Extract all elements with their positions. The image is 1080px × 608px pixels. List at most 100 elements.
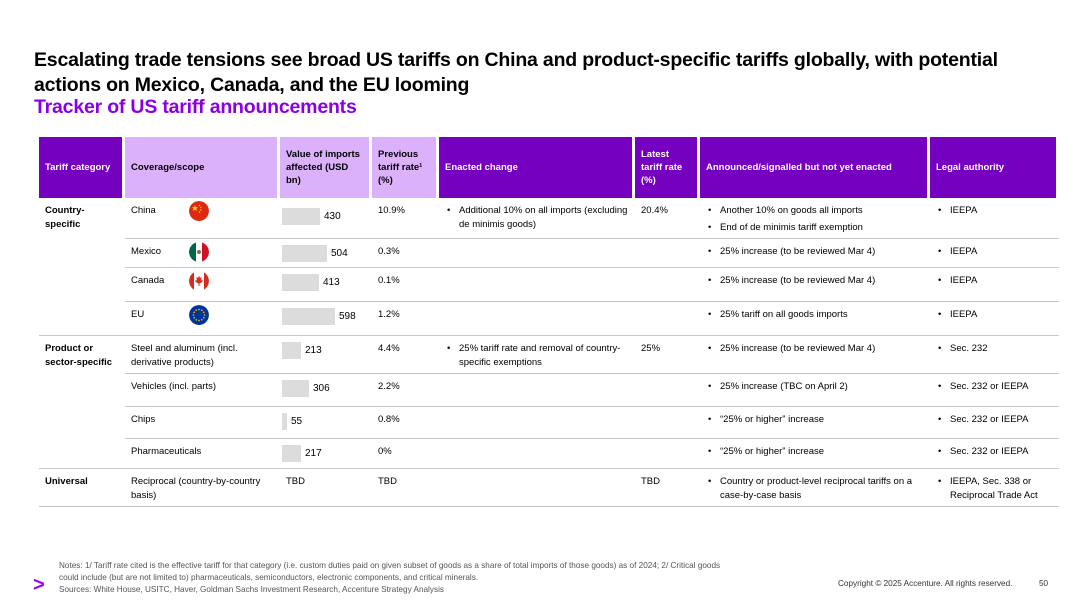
legal-authority-cell: IEEPA, Sec. 338 or Reciprocal Trade Act: [930, 469, 1059, 507]
announced-item: Another 10% on goods all imports: [706, 204, 924, 218]
coverage-label: Pharmaceuticals: [131, 446, 202, 457]
legal-authority-cell: IEEPA: [930, 302, 1059, 336]
previous-rate-cell: 0.1%: [372, 268, 439, 302]
coverage-cell: Vehicles (incl. parts): [125, 374, 280, 407]
value-bar: [282, 245, 327, 262]
legal-authority-list: IEEPA: [936, 245, 1053, 259]
enacted-change-cell: Additional 10% on all imports (excluding…: [439, 198, 635, 239]
table-row: Country-specific China 430 10.9%Additional …: [39, 198, 1059, 336]
latest-rate-cell: [635, 302, 700, 336]
value-label: 306: [313, 383, 330, 394]
announced-cell: Country or product-level reciprocal tari…: [700, 469, 930, 507]
value-label: 598: [339, 311, 356, 322]
announced-list: 25% increase (TBC on April 2): [706, 380, 924, 394]
table-row: Pharmaceuticals 217 0% “25% or higher” incr…: [39, 439, 1059, 469]
value-label: 504: [331, 248, 348, 259]
value-bar: [282, 445, 301, 462]
header-announced: Announced/signalled but not yet enacted: [700, 137, 930, 198]
coverage-label: Mexico: [131, 246, 162, 257]
value-cell: 213: [280, 336, 372, 374]
tariff-tracker-table: Tariff category Coverage/scope Value of …: [39, 137, 1059, 507]
table-row: Product or sector-specific Steel and alum…: [39, 336, 1059, 469]
latest-rate-cell: 20.4%: [635, 198, 700, 239]
announced-item: “25% or higher” increase: [706, 413, 924, 427]
previous-rate-cell: 0%: [372, 439, 439, 469]
announced-list: 25% tariff on all goods imports: [706, 308, 924, 322]
table-row: Chips 55 0.8% “25% or higher” increase Sec. …: [39, 407, 1059, 439]
announced-list: Country or product-level reciprocal tari…: [706, 475, 924, 503]
coverage-label: Chips: [131, 414, 156, 425]
legal-authority-cell: Sec. 232 or IEEPA: [930, 439, 1059, 469]
legal-authority-cell: Sec. 232: [930, 336, 1059, 374]
previous-rate-cell: 0.8%: [372, 407, 439, 439]
announced-item: 25% tariff on all goods imports: [706, 308, 924, 322]
enacted-change-cell: [439, 239, 635, 268]
legal-authority-cell: IEEPA: [930, 239, 1059, 268]
legal-authority-cell: Sec. 232 or IEEPA: [930, 407, 1059, 439]
legal-authority-item: Sec. 232 or IEEPA: [936, 445, 1053, 459]
china-flag-icon: [189, 201, 209, 221]
coverage-label: Reciprocal (country-by-country basis): [131, 476, 261, 501]
value-cell: 598: [280, 302, 372, 336]
legal-authority-item: IEEPA, Sec. 338 or Reciprocal Trade Act: [936, 475, 1053, 503]
value-cell: 217: [280, 439, 372, 469]
previous-rate-cell: 0.3%: [372, 239, 439, 268]
legal-authority-list: IEEPA: [936, 308, 1053, 322]
latest-rate-cell: [635, 407, 700, 439]
coverage-cell: Steel and aluminum (incl. derivative pro…: [125, 336, 280, 374]
latest-rate-cell: 25%: [635, 336, 700, 374]
table-row: Mexico 504 0.3% 25% increase (to be reviewe…: [39, 239, 1059, 268]
legal-authority-item: IEEPA: [936, 204, 1053, 218]
value-cell: 413: [280, 268, 372, 302]
copyright: Copyright © 2025 Accenture. All rights r…: [838, 579, 1013, 588]
enacted-change-cell: 25% tariff rate and removal of country-s…: [439, 336, 635, 374]
table-row: EU 598 1.2% 25% tariff on all goods imports…: [39, 302, 1059, 336]
header-coverage: Coverage/scope: [125, 137, 280, 198]
value-bar: [282, 342, 301, 359]
value-bar: [282, 308, 335, 325]
announced-cell: “25% or higher” increase: [700, 439, 930, 469]
value-label: 55: [291, 416, 303, 427]
note-line: Notes: 1/ Tariff rate cited is the effec…: [59, 561, 721, 570]
coverage-label: Vehicles (incl. parts): [131, 381, 217, 392]
announced-item: “25% or higher” increase: [706, 445, 924, 459]
sources-line: Sources: White House, USITC, Haver, Gold…: [59, 585, 444, 594]
announced-item: Country or product-level reciprocal tari…: [706, 475, 924, 503]
legal-authority-list: Sec. 232 or IEEPA: [936, 445, 1053, 459]
coverage-cell: Pharmaceuticals: [125, 439, 280, 469]
legal-authority-list: Sec. 232 or IEEPA: [936, 380, 1053, 394]
header-latest-rate: Latest tariff rate (%): [635, 137, 700, 198]
latest-rate-cell: [635, 439, 700, 469]
enacted-change-cell: [439, 407, 635, 439]
page-title: Escalating trade tensions see broad US t…: [34, 49, 998, 96]
enacted-change-item: 25% tariff rate and removal of country-s…: [445, 342, 629, 370]
value-label: 413: [323, 277, 340, 288]
value-cell: TBD: [280, 469, 372, 507]
announced-list: 25% increase (to be reviewed Mar 4): [706, 274, 924, 288]
announced-list: “25% or higher” increase: [706, 413, 924, 427]
tariff-category-cell: Product or sector-specific: [39, 336, 125, 469]
announced-cell: 25% increase (to be reviewed Mar 4): [700, 268, 930, 302]
announced-item: 25% increase (to be reviewed Mar 4): [706, 342, 924, 356]
announced-item: 25% increase (to be reviewed Mar 4): [706, 245, 924, 259]
footnotes: Notes: 1/ Tariff rate cited is the effec…: [59, 560, 829, 596]
legal-authority-item: IEEPA: [936, 245, 1053, 259]
enacted-change-cell: [439, 268, 635, 302]
legal-authority-item: Sec. 232: [936, 342, 1053, 356]
announced-cell: 25% increase (to be reviewed Mar 4): [700, 336, 930, 374]
table-row: Vehicles (incl. parts) 306 2.2% 25% increas…: [39, 374, 1059, 407]
coverage-label: China: [131, 205, 156, 216]
table-header-row: Tariff category Coverage/scope Value of …: [39, 137, 1059, 198]
value-label: TBD: [286, 476, 305, 487]
enacted-change-list: 25% tariff rate and removal of country-s…: [445, 342, 629, 370]
value-label: 217: [305, 448, 322, 459]
announced-item: 25% increase (TBC on April 2): [706, 380, 924, 394]
header-previous-rate: Previous tariff rate¹ (%): [372, 137, 439, 198]
coverage-label: Canada: [131, 275, 165, 286]
announced-list: 25% increase (to be reviewed Mar 4): [706, 245, 924, 259]
announced-cell: Another 10% on goods all imports End of d…: [700, 198, 930, 239]
table-body: Country-specific China 430 10.9%Additional …: [39, 198, 1059, 507]
value-cell: 504: [280, 239, 372, 268]
coverage-cell: Mexico: [125, 239, 280, 268]
legal-authority-item: IEEPA: [936, 308, 1053, 322]
